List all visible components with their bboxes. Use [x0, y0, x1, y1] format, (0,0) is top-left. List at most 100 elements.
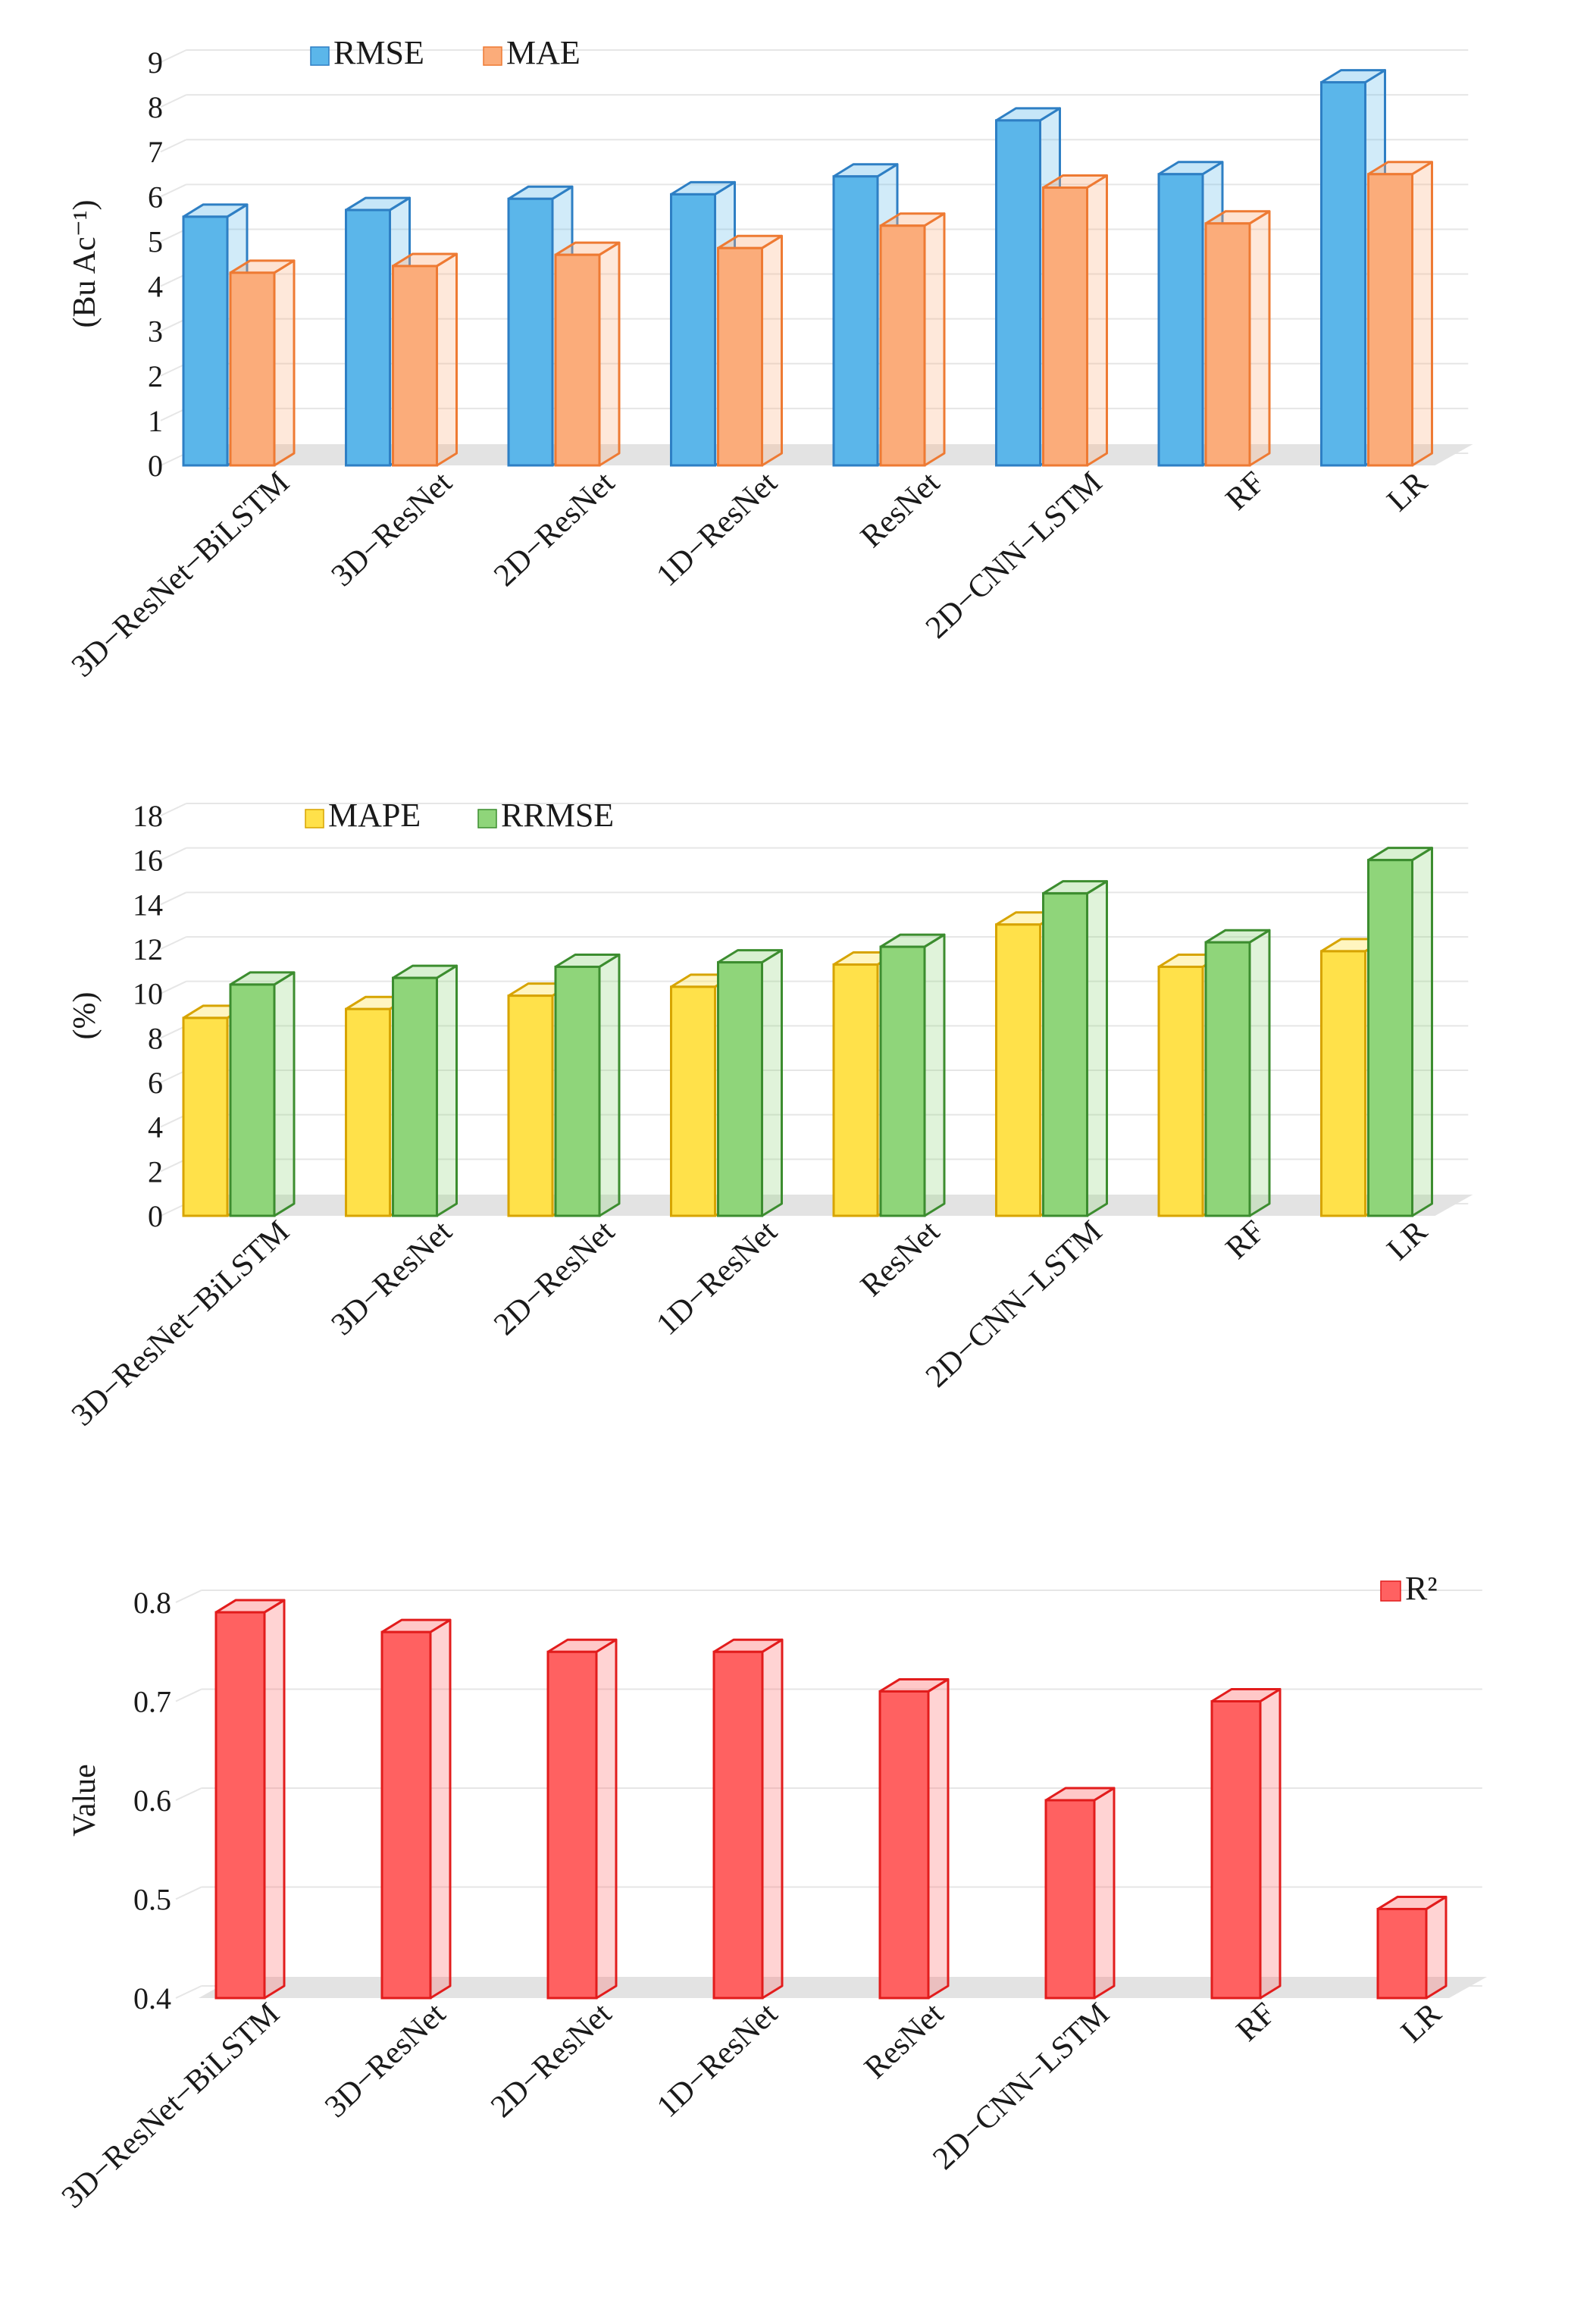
y-tick-label: 6 [148, 1066, 163, 1100]
x-category-label: 1D−ResNet [650, 465, 784, 593]
bar-rmse-0 [182, 203, 249, 467]
x-category-label: 2D−ResNet [484, 1996, 618, 2124]
legend: MAPE RRMSE [305, 797, 614, 834]
gridline-side [160, 273, 187, 287]
bar-rrmse-6 [1204, 929, 1271, 1217]
floor [183, 1195, 1473, 1216]
chart-yield-error: 0 1 2 3 4 5 6 7 8 9 3D−ResNet−BiLSTM 3D−ResNet 2D−Re… [65, 34, 1473, 684]
bar-mae-6 [1204, 210, 1271, 467]
y-tick-label: 9 [148, 45, 163, 80]
bar-side [1411, 161, 1433, 467]
bar-mae-4 [879, 212, 946, 467]
x-category-label: 2D−CNN−LSTM [926, 1997, 1116, 2177]
gridline-side [175, 1985, 202, 1999]
bar-side [761, 949, 783, 1217]
x-category-label: RF [1219, 1214, 1272, 1267]
bar-front [879, 945, 926, 1217]
bar-front [1157, 173, 1204, 467]
bar-front [879, 224, 926, 467]
chart-percent-error: 0 2 4 6 8 10 12 14 16 18 3D−ResNet−BiLSTM 3D−ResNet… [65, 797, 1473, 1433]
bar-front [670, 985, 716, 1217]
y-tick-label: 0 [148, 1199, 163, 1233]
legend-label: MAE [506, 34, 581, 71]
bar-rrmse-1 [392, 964, 458, 1217]
gridline-side [160, 847, 187, 861]
y-axis-label: Value [67, 1764, 102, 1837]
bar-r-5 [1044, 1787, 1116, 2000]
bar-front [554, 965, 601, 1217]
y-tick-label: 0.8 [133, 1586, 171, 1620]
gridline-side [160, 1025, 187, 1039]
gridline-side [160, 139, 187, 153]
gridline-side [160, 936, 187, 950]
gridline-side [160, 318, 187, 332]
y-tick-label: 4 [148, 1110, 163, 1145]
bar-front [832, 963, 879, 1217]
gridline-side [160, 228, 187, 243]
bar-side [436, 252, 458, 467]
bar-front [717, 246, 763, 467]
bar-mae-2 [554, 241, 621, 467]
y-tick-label: 12 [133, 932, 163, 966]
bar-rrmse-4 [879, 933, 946, 1217]
bar-rrmse-5 [1042, 880, 1108, 1217]
x-category-label: 2D−CNN−LSTM [919, 465, 1109, 646]
x-category-label: 3D−ResNet [318, 1996, 452, 2124]
bar-side [429, 1618, 452, 2000]
bar-front [554, 253, 601, 467]
bar-side [595, 1638, 618, 2000]
x-category-label: RF [1230, 1997, 1282, 2049]
y-axis-label: (%) [67, 992, 102, 1040]
bar-front [507, 994, 554, 1217]
gridline-side [160, 94, 187, 108]
bar-front [995, 119, 1041, 467]
y-tick-label: 0.7 [133, 1685, 171, 1719]
x-category-label: 2D−ResNet [487, 1214, 621, 1342]
bar-front [1204, 222, 1251, 467]
bar-front [546, 1650, 598, 2000]
y-tick-label: 2 [148, 1154, 163, 1189]
y-tick-label: 0.4 [133, 1981, 171, 2015]
bar-side [1425, 1896, 1448, 2000]
gridline-side [160, 362, 187, 377]
bar-side [1086, 880, 1108, 1217]
bar-side [761, 1638, 784, 2000]
bar-front [182, 1016, 229, 1217]
x-category-label: RF [1219, 465, 1272, 518]
y-tick-label: 16 [133, 844, 163, 878]
y-tick-label: 7 [148, 135, 163, 169]
gridline-side [160, 407, 187, 421]
x-category-label: 1D−ResNet [650, 1214, 784, 1342]
gridline-side [160, 803, 187, 816]
legend-label: RRMSE [501, 797, 614, 834]
y-tick-label: 2 [148, 359, 163, 393]
legend-label: MAPE [328, 797, 421, 834]
floor [199, 1977, 1487, 1998]
y-tick-label: 3 [148, 315, 163, 349]
bar-front [1210, 1700, 1262, 2000]
x-category-label: 3D−ResNet−BiLSTM [65, 1214, 296, 1433]
bar-front [717, 961, 763, 1217]
y-tick-label: 4 [148, 270, 163, 304]
x-category-label: LR [1381, 1214, 1435, 1267]
bar-r-3 [712, 1638, 784, 2000]
bar-r-6 [1210, 1688, 1282, 2000]
bar-front [712, 1650, 764, 2000]
gridline-side [160, 1158, 187, 1173]
bar-mae-0 [229, 259, 296, 467]
y-tick-label: 0 [148, 449, 163, 483]
x-category-label: 3D−ResNet−BiLSTM [65, 465, 296, 684]
gridline-side [160, 453, 187, 466]
gridline-side [175, 1590, 202, 1603]
x-category-label: 3D−ResNet−BiLSTM [55, 1997, 286, 2216]
chart-r-squared: 0.4 0.5 0.6 0.7 0.8 3D−ResNet−BiLSTM 3D−ResNet… [55, 1570, 1487, 2215]
x-category-label: 2D−CNN−LSTM [919, 1214, 1109, 1395]
x-category-label: 3D−ResNet [325, 1214, 459, 1342]
bar-front [392, 976, 438, 1217]
bar-side [1248, 929, 1271, 1217]
bar-front [1157, 965, 1204, 1217]
bar-side [598, 953, 621, 1217]
bar-front [832, 175, 879, 467]
legend-swatch [483, 46, 502, 66]
